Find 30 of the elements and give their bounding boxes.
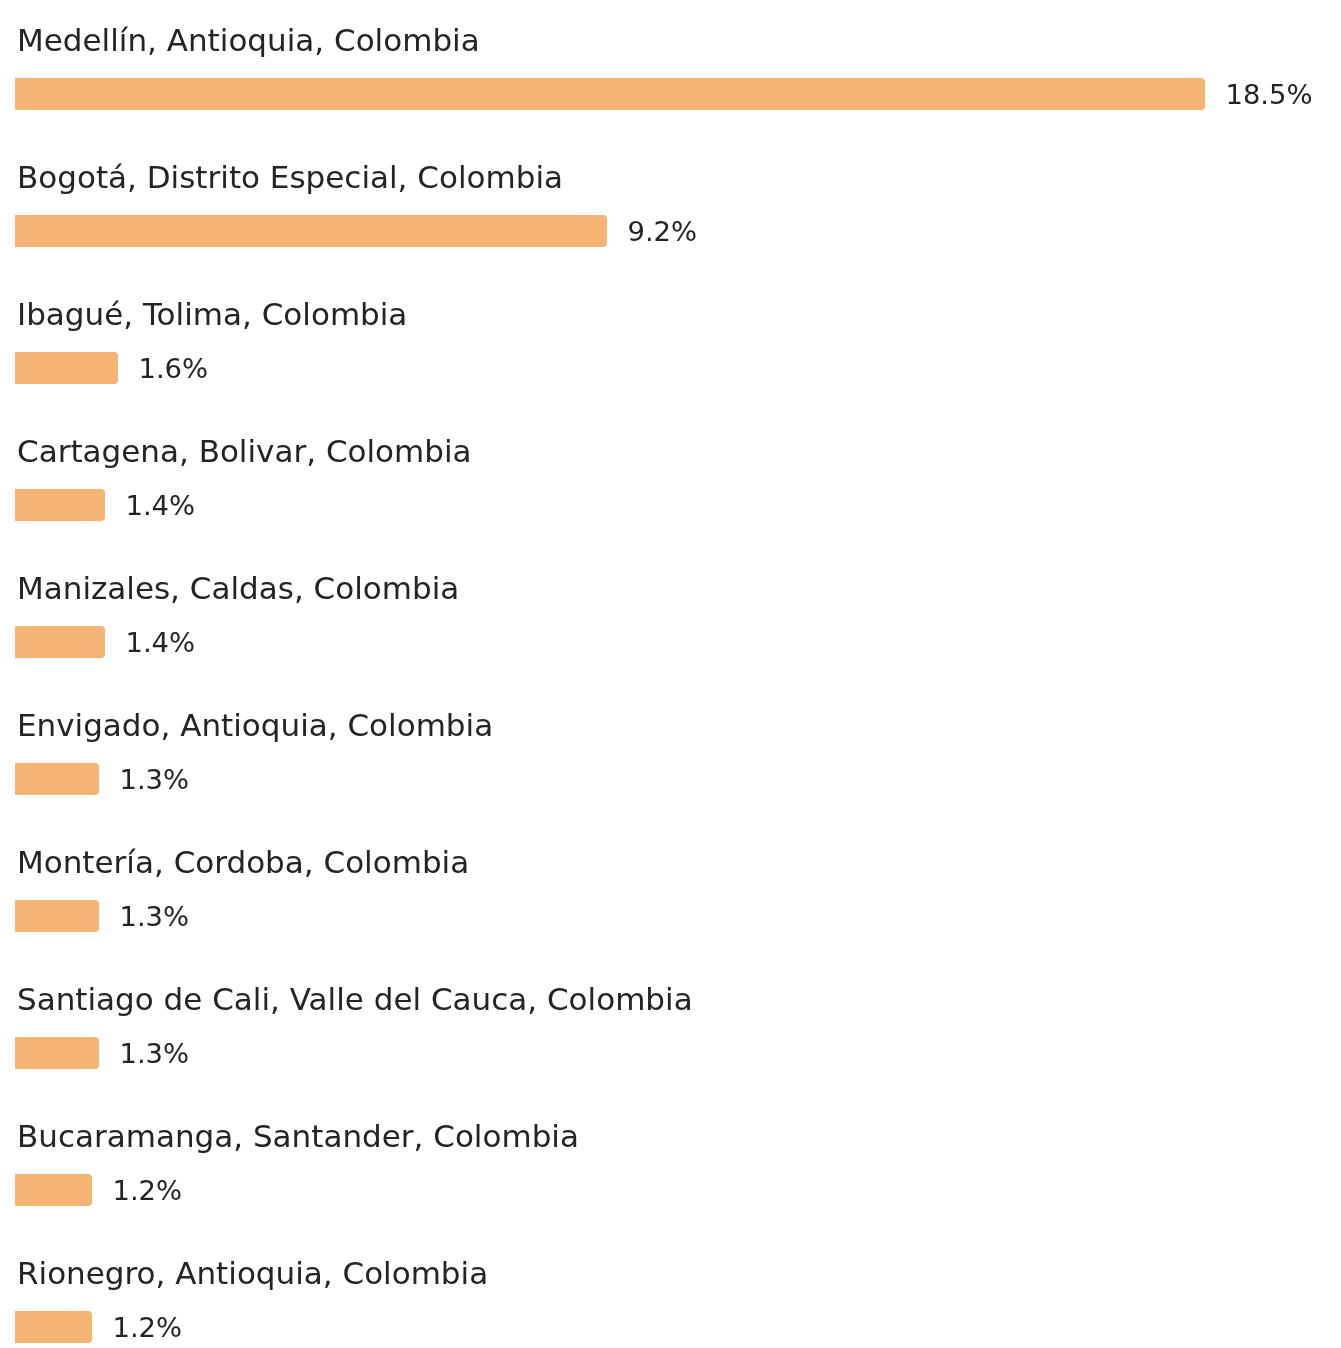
bar	[15, 626, 105, 658]
bar	[15, 78, 1205, 110]
bar	[15, 489, 105, 521]
y-tick-label: Montería, Cordoba, Colombia	[17, 844, 470, 880]
data-label: 1.2%	[95, 1311, 183, 1343]
data-label: 1.4%	[108, 626, 196, 658]
y-tick-label: Envigado, Antioquia, Colombia	[17, 707, 494, 743]
bar	[15, 763, 99, 795]
bar	[15, 1037, 99, 1069]
data-label: 9.2%	[610, 215, 698, 247]
y-tick-label: Cartagena, Bolivar, Colombia	[17, 433, 472, 469]
y-tick-label: Rionegro, Antioquia, Colombia	[17, 1255, 489, 1291]
data-label: 1.3%	[102, 763, 190, 795]
y-tick-label: Bucaramanga, Santander, Colombia	[17, 1118, 579, 1154]
bar	[15, 352, 118, 384]
bar	[15, 215, 607, 247]
bar	[15, 900, 99, 932]
data-label: 18.5%	[1208, 78, 1313, 110]
y-tick-label: Santiago de Cali, Valle del Cauca, Colombia	[17, 981, 693, 1017]
data-label: 1.3%	[102, 900, 190, 932]
data-label: 1.6%	[121, 352, 209, 384]
y-tick-label: Ibagué, Tolima, Colombia	[17, 296, 408, 332]
y-tick-label: Bogotá, Distrito Especial, Colombia	[17, 159, 563, 195]
y-tick-label: Medellín, Antioquia, Colombia	[17, 22, 480, 58]
data-label: 1.3%	[102, 1037, 190, 1069]
data-label: 1.4%	[108, 489, 196, 521]
bar	[15, 1174, 92, 1206]
data-label: 1.2%	[95, 1174, 183, 1206]
y-tick-label: Manizales, Caldas, Colombia	[17, 570, 460, 606]
bar	[15, 1311, 92, 1343]
